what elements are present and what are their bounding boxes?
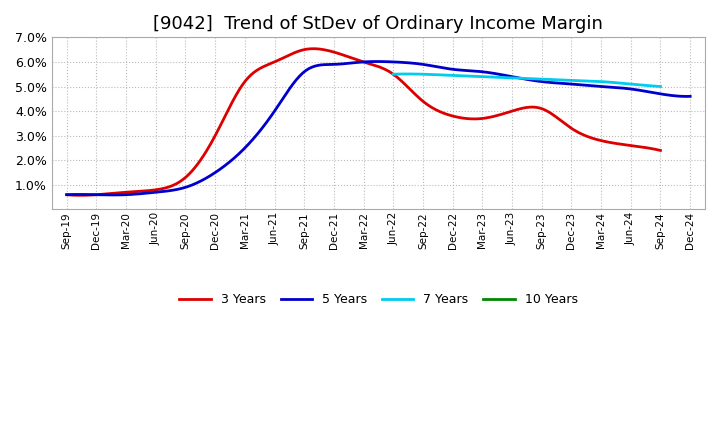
7 Years: [477, 74, 485, 79]
7 Years: [656, 84, 665, 89]
5 Years: [311, 63, 320, 69]
3 Years: [310, 46, 318, 51]
7 Years: [584, 78, 593, 84]
7 Years: [495, 75, 504, 80]
5 Years: [516, 76, 524, 81]
7 Years: [389, 72, 397, 77]
3 Years: [439, 110, 448, 116]
3 Years: [257, 65, 266, 70]
5 Years: [109, 192, 118, 198]
5 Years: [374, 59, 382, 64]
7 Years: [422, 72, 431, 77]
5 Years: [458, 68, 467, 73]
7 Years: [558, 77, 567, 83]
3 Years: [299, 47, 307, 52]
5 Years: [267, 113, 276, 118]
3 Years: [656, 148, 665, 153]
Line: 7 Years: 7 Years: [393, 74, 660, 87]
5 Years: [518, 76, 527, 81]
5 Years: [63, 192, 71, 198]
3 Years: [135, 189, 144, 194]
7 Years: [403, 71, 412, 77]
Line: 5 Years: 5 Years: [67, 62, 690, 195]
7 Years: [582, 78, 591, 84]
5 Years: [686, 94, 695, 99]
3 Years: [494, 113, 503, 118]
3 Years: [497, 112, 505, 117]
Legend: 3 Years, 5 Years, 7 Years, 10 Years: 3 Years, 5 Years, 7 Years, 10 Years: [174, 288, 582, 311]
5 Years: [139, 191, 148, 196]
Line: 3 Years: 3 Years: [67, 49, 660, 195]
3 Years: [76, 193, 84, 198]
Title: [9042]  Trend of StDev of Ordinary Income Margin: [9042] Trend of StDev of Ordinary Income…: [153, 15, 603, 33]
3 Years: [63, 192, 71, 198]
